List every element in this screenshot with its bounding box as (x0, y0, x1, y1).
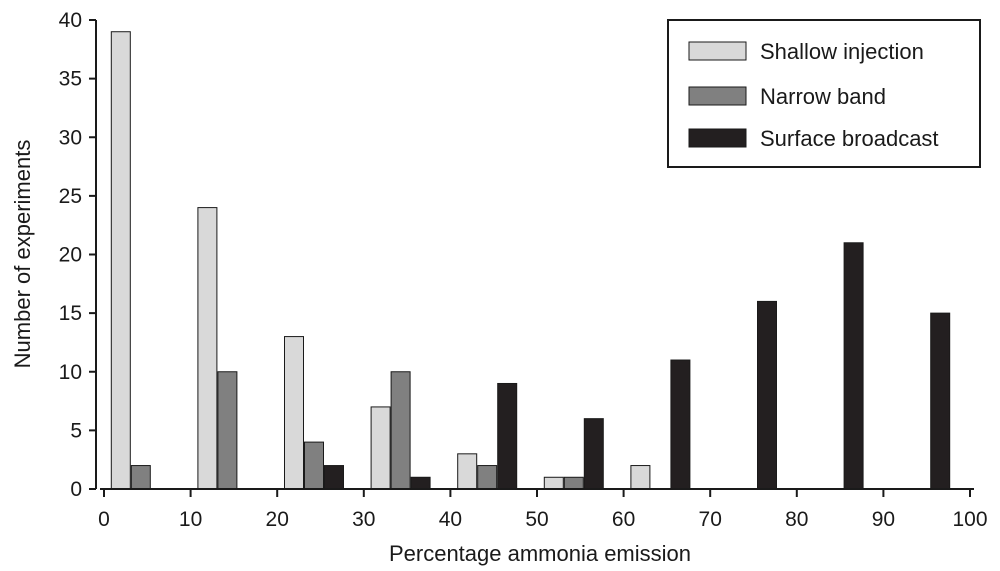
y-tick-label: 40 (59, 9, 82, 32)
bar-narrow-band-4 (477, 465, 498, 490)
x-tick-label: 90 (872, 508, 895, 531)
y-tick-label: 35 (59, 68, 82, 91)
bar-narrow-band-2 (304, 441, 324, 490)
bar-surface-broadcast-8 (843, 242, 864, 490)
bar-surface-broadcast-4 (497, 382, 518, 490)
bar-shallow-injection-4 (457, 453, 478, 490)
y-tick-label: 5 (70, 419, 82, 442)
bar-narrow-band-3 (390, 371, 411, 490)
bar-surface-broadcast-2 (324, 465, 344, 490)
x-tick-label: 40 (439, 508, 462, 531)
legend: Shallow injection Narrow band Surface broa… (667, 19, 981, 168)
x-tick-label: 100 (952, 508, 987, 531)
x-tick-label: 60 (612, 508, 635, 531)
bar-narrow-band-5 (563, 476, 584, 490)
legend-swatch (688, 128, 747, 148)
y-tick-label: 20 (59, 244, 82, 267)
legend-label: Narrow band (760, 84, 886, 109)
bar-shallow-injection-2 (284, 336, 304, 490)
bar-surface-broadcast-6 (670, 359, 691, 490)
bar-surface-broadcast-7 (757, 300, 777, 490)
bar-shallow-injection-3 (370, 406, 391, 490)
bar-shallow-injection-5 (543, 476, 564, 490)
y-axis-title: Number of experiments (10, 140, 35, 369)
bar-shallow-injection-0 (110, 31, 131, 490)
bars-layer (110, 31, 951, 490)
bar-narrow-band-1 (217, 371, 238, 490)
x-tick-label: 0 (98, 508, 110, 531)
legend-swatch (688, 41, 747, 61)
x-axis-title: Percentage ammonia emission (389, 541, 691, 566)
x-tick-label: 30 (352, 508, 375, 531)
x-tick-label: 20 (266, 508, 289, 531)
y-tick-label: 30 (59, 126, 82, 149)
y-tick-label: 15 (59, 302, 82, 325)
bar-surface-broadcast-9 (930, 312, 951, 490)
bar-surface-broadcast-3 (410, 476, 431, 490)
legend-swatch (688, 86, 747, 106)
x-tick-label: 70 (699, 508, 722, 531)
y-tick-label: 10 (59, 361, 82, 384)
bar-shallow-injection-6 (630, 465, 651, 490)
y-tick-label: 25 (59, 185, 82, 208)
bar-surface-broadcast-5 (583, 418, 604, 490)
bar-narrow-band-0 (130, 465, 151, 490)
x-tick-label: 80 (785, 508, 808, 531)
axes-layer: 0 5 10 15 20 25 30 35 40 0 10 20 30 40 50 60 70 80 90 100 (59, 9, 988, 531)
bar-shallow-injection-1 (197, 207, 218, 490)
legend-label: Shallow injection (760, 39, 924, 64)
y-tick-label: 0 (70, 478, 82, 501)
x-tick-label: 50 (525, 508, 548, 531)
x-tick-label: 10 (179, 508, 202, 531)
legend-label: Surface broadcast (760, 126, 939, 151)
